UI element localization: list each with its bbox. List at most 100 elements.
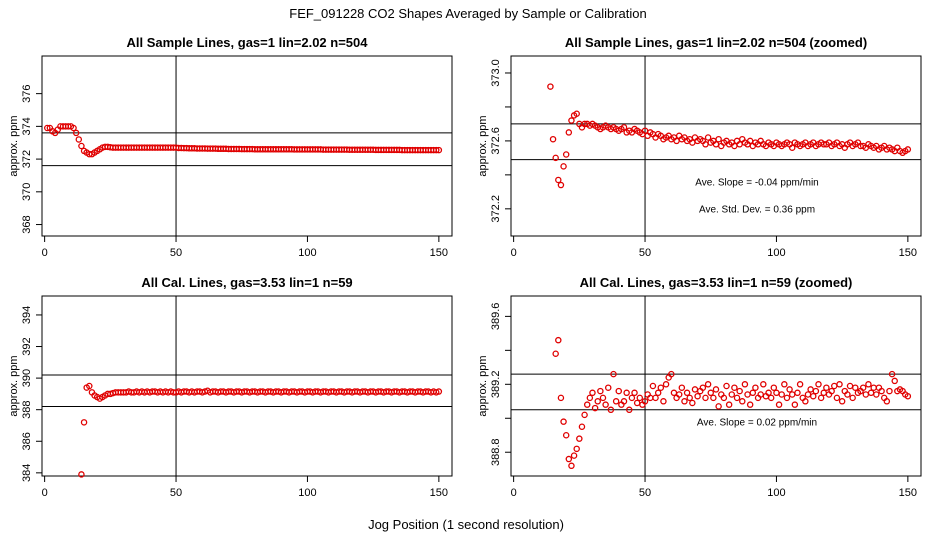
data-point bbox=[870, 384, 877, 391]
data-point bbox=[788, 144, 796, 151]
y-axis-label: approx. ppm bbox=[8, 355, 20, 416]
panel-title: All Sample Lines, gas=1 lin=2.02 n=504 bbox=[127, 35, 369, 50]
data-point bbox=[589, 389, 596, 397]
data-point bbox=[820, 389, 828, 397]
data-point bbox=[704, 381, 712, 388]
x-tick-label: 50 bbox=[170, 247, 182, 259]
panel-4: All Cal. Lines, gas=3.53 lin=1 n=59 (zoo… bbox=[477, 275, 922, 499]
y-tick-label: 372.6 bbox=[490, 127, 502, 155]
y-axis-label: approx. ppm bbox=[8, 115, 20, 176]
data-point bbox=[652, 394, 659, 402]
data-point bbox=[620, 124, 628, 131]
x-tick-label: 50 bbox=[170, 487, 182, 499]
data-point bbox=[586, 394, 594, 402]
data-point bbox=[557, 394, 565, 402]
data-point bbox=[678, 384, 686, 391]
data-point bbox=[715, 403, 722, 410]
data-point bbox=[686, 394, 693, 402]
data-point bbox=[80, 419, 88, 426]
data-point bbox=[812, 387, 820, 395]
x-tick-label: 150 bbox=[430, 487, 448, 499]
data-point bbox=[597, 387, 604, 395]
x-tick-label: 150 bbox=[899, 247, 917, 259]
data-point bbox=[699, 384, 707, 391]
data-point bbox=[75, 136, 83, 143]
data-point bbox=[636, 394, 644, 402]
data-point bbox=[557, 181, 565, 189]
data-point bbox=[886, 387, 893, 395]
annotation: Ave. Slope = 0.02 ppm/min bbox=[697, 418, 817, 429]
y-tick-label: 368 bbox=[21, 215, 33, 233]
data-point bbox=[846, 382, 854, 390]
y-tick-label: 388.8 bbox=[490, 438, 502, 466]
data-point bbox=[689, 399, 696, 407]
data-point bbox=[555, 336, 562, 344]
data-point bbox=[828, 387, 835, 395]
data-point bbox=[862, 391, 870, 398]
data-point bbox=[694, 392, 701, 400]
data-point bbox=[770, 384, 778, 391]
data-point bbox=[610, 370, 617, 378]
x-tick-label: 0 bbox=[42, 487, 48, 499]
data-point bbox=[620, 398, 628, 405]
data-point bbox=[562, 431, 570, 439]
data-point bbox=[852, 384, 859, 391]
x-tick-label: 0 bbox=[511, 487, 517, 499]
data-point bbox=[823, 384, 830, 391]
data-point bbox=[594, 398, 601, 405]
data-point bbox=[849, 394, 856, 402]
data-point bbox=[591, 404, 599, 412]
data-point bbox=[707, 389, 714, 397]
data-point bbox=[691, 386, 699, 393]
data-point bbox=[844, 391, 851, 398]
data-point bbox=[560, 163, 567, 170]
data-point bbox=[859, 384, 867, 391]
data-point bbox=[809, 392, 817, 400]
panel-title: All Sample Lines, gas=1 lin=2.02 n=504 (… bbox=[565, 35, 867, 50]
data-point bbox=[565, 455, 573, 463]
data-point bbox=[78, 142, 85, 150]
data-point bbox=[817, 394, 825, 402]
data-point bbox=[612, 398, 620, 405]
data-point bbox=[432, 146, 440, 154]
x-axis-label: Jog Position (1 second resolution) bbox=[368, 517, 564, 532]
data-point bbox=[581, 411, 588, 419]
data-point bbox=[891, 377, 898, 385]
y-tick-label: 394 bbox=[21, 306, 33, 324]
data-point bbox=[778, 391, 785, 398]
data-point bbox=[878, 387, 885, 395]
x-tick-label: 0 bbox=[511, 247, 517, 259]
x-tick-label: 50 bbox=[639, 487, 651, 499]
data-point bbox=[865, 381, 872, 388]
data-point bbox=[788, 391, 796, 398]
data-point bbox=[802, 398, 809, 405]
data-point bbox=[649, 382, 657, 390]
data-point bbox=[662, 381, 670, 388]
data-point bbox=[583, 401, 591, 408]
panel-2: All Sample Lines, gas=1 lin=2.02 n=504 (… bbox=[477, 35, 922, 259]
data-point bbox=[739, 398, 746, 405]
y-axis-label: approx. ppm bbox=[477, 115, 489, 176]
data-point bbox=[728, 391, 736, 398]
data-point bbox=[904, 146, 912, 153]
data-point bbox=[760, 381, 767, 388]
data-point bbox=[555, 176, 562, 184]
data-point bbox=[70, 124, 77, 132]
data-point bbox=[573, 445, 580, 453]
data-point bbox=[573, 110, 580, 117]
data-point bbox=[888, 370, 896, 378]
data-point bbox=[549, 135, 557, 143]
data-point bbox=[552, 350, 559, 357]
data-point bbox=[704, 134, 712, 141]
plot-frame bbox=[41, 55, 453, 237]
data-point bbox=[749, 389, 757, 397]
x-tick-label: 100 bbox=[767, 247, 785, 259]
y-tick-label: 376 bbox=[21, 84, 33, 102]
data-point bbox=[796, 381, 804, 388]
y-tick-label: 370 bbox=[21, 183, 33, 201]
data-point bbox=[746, 401, 754, 408]
x-tick-label: 150 bbox=[899, 487, 917, 499]
y-tick-label: 388 bbox=[21, 401, 33, 419]
